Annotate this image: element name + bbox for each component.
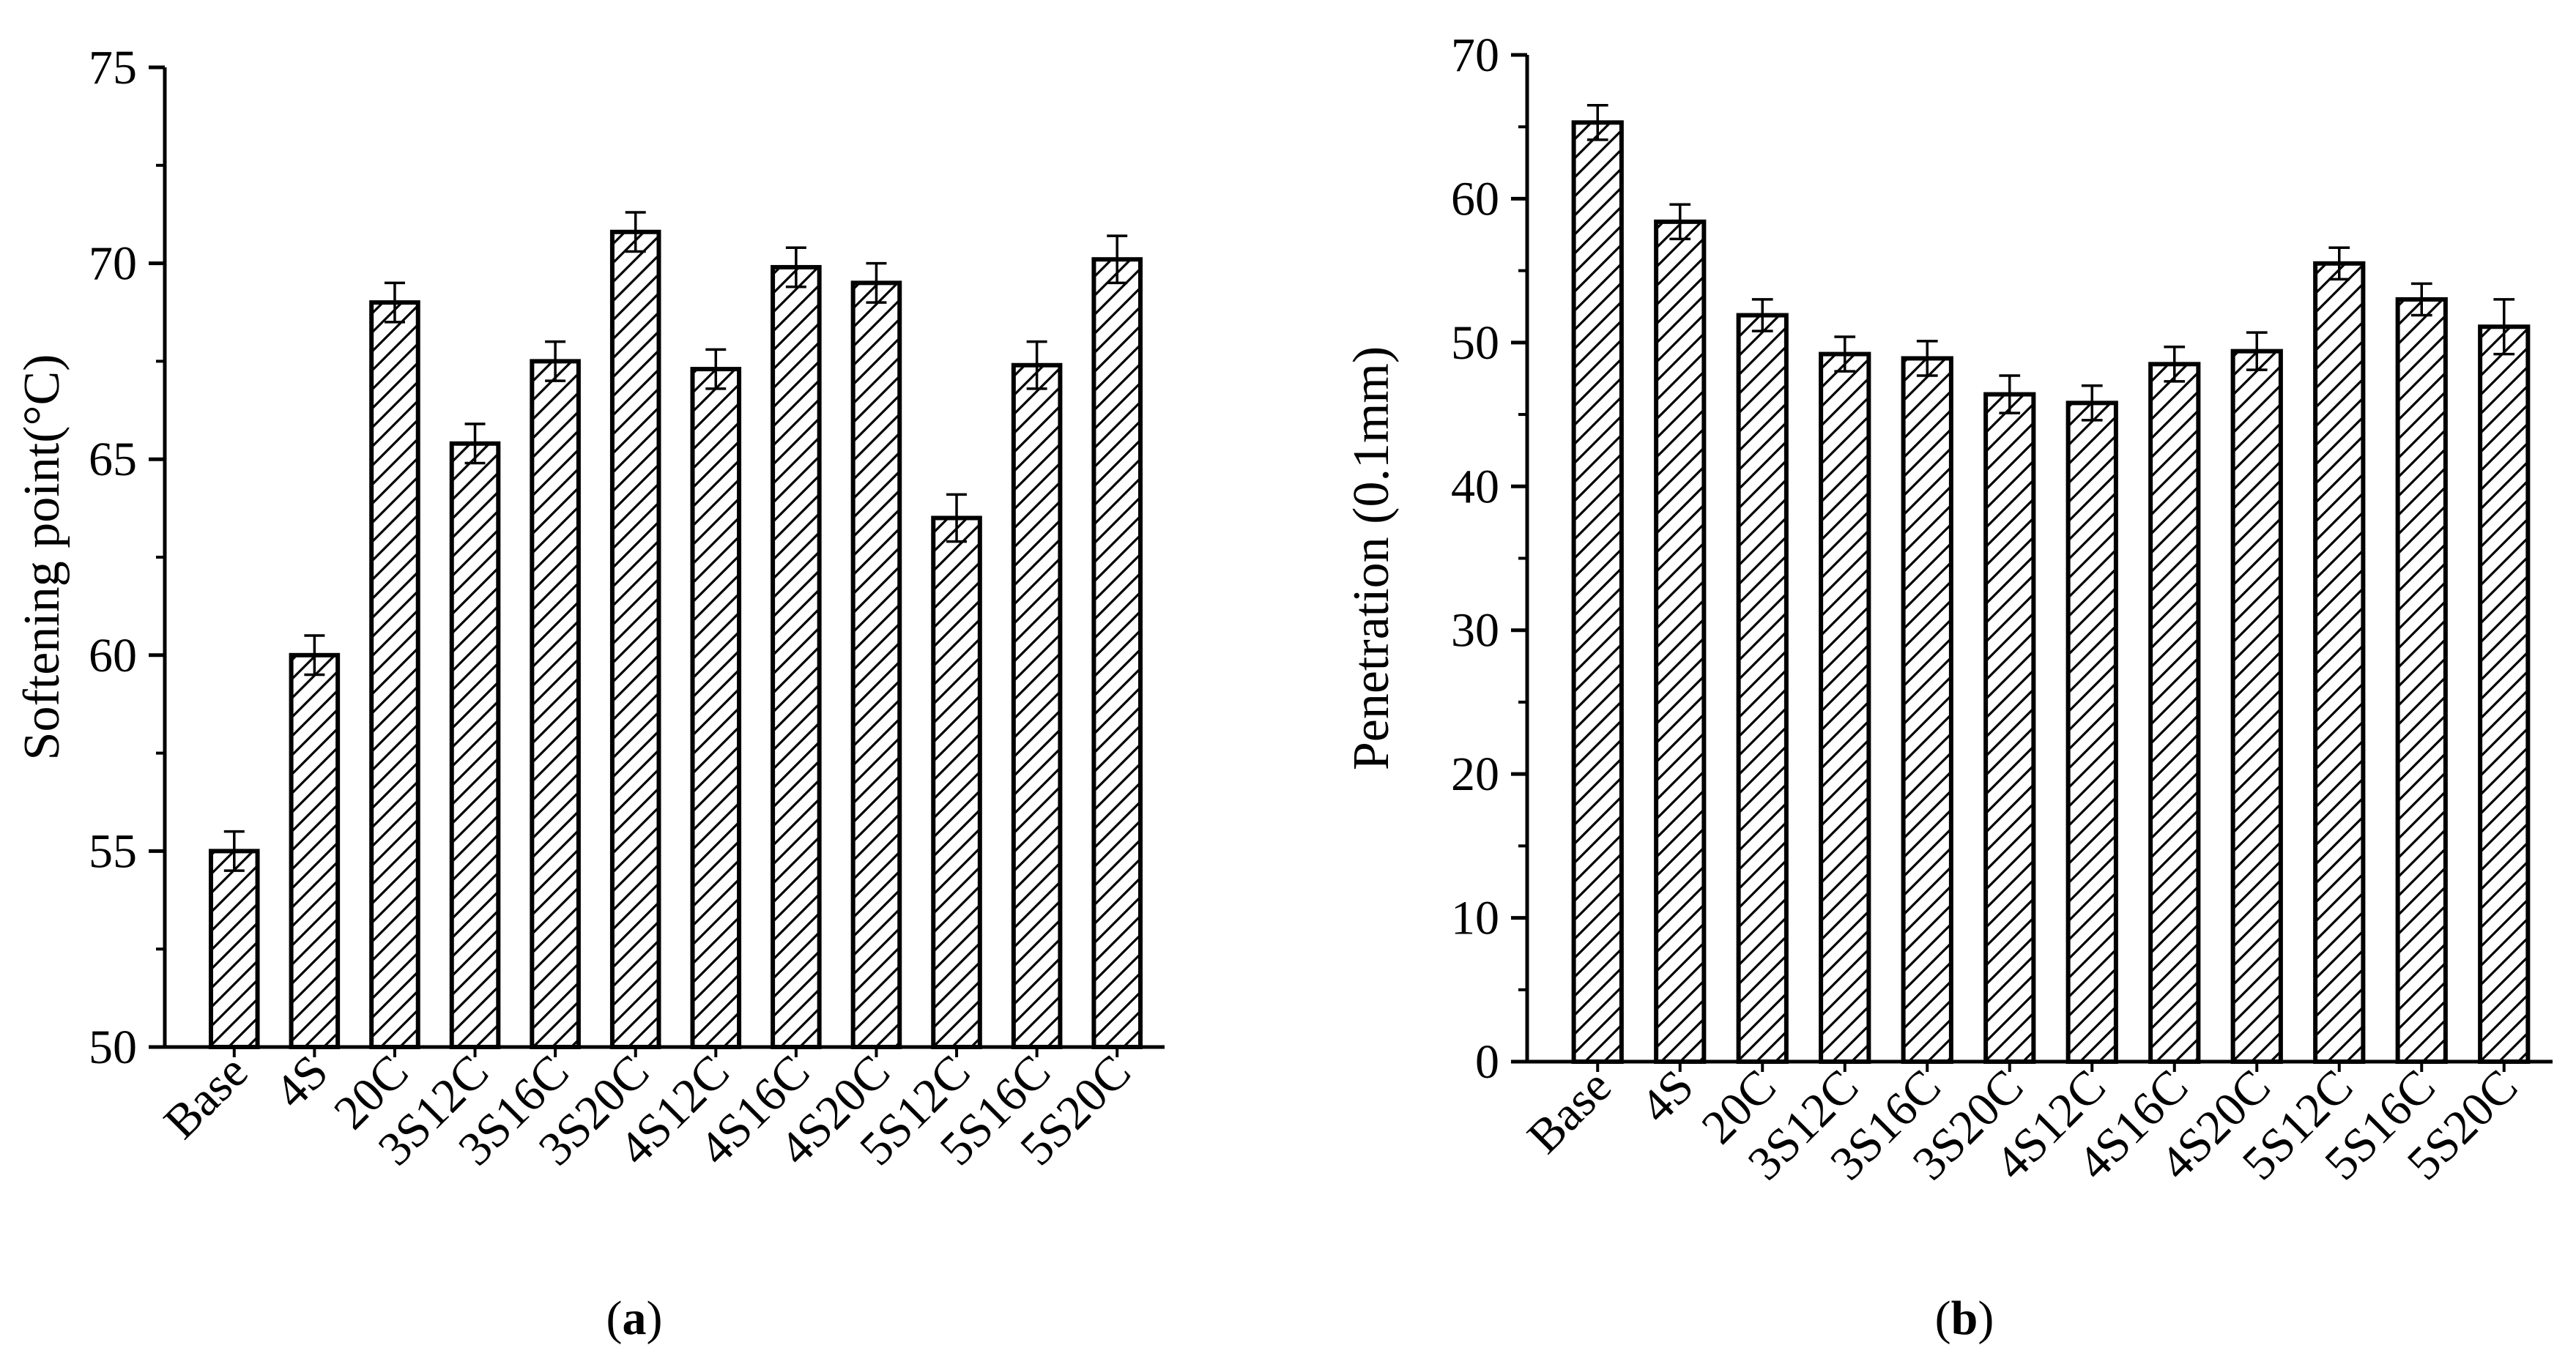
bar-5S12C — [2313, 261, 2366, 1065]
y-tick-label: 50 — [1451, 316, 1499, 370]
y-tick-label: 55 — [89, 824, 137, 878]
bar-3S20C — [1983, 392, 2036, 1064]
bar-3S20C — [609, 229, 661, 1049]
y-tick-label: 65 — [89, 433, 137, 486]
bar-5S20C — [2478, 324, 2531, 1064]
bar-4S — [289, 652, 341, 1049]
bar-5S12C — [931, 515, 982, 1049]
panel-b-caption: (b) — [1935, 1292, 1994, 1345]
panel-a-caption: (a) — [606, 1292, 663, 1345]
y-tick-label: 30 — [1451, 604, 1499, 657]
x-tick-label: Base — [154, 1045, 258, 1149]
bar-3S16C — [1901, 356, 1953, 1064]
bar-4S20C — [850, 280, 902, 1049]
y-tick-label: 40 — [1451, 460, 1499, 513]
bar-4S12C — [690, 367, 742, 1049]
y-tick-label: 0 — [1475, 1035, 1499, 1089]
bar-Base — [1571, 120, 1624, 1065]
x-tick-label: Base — [1518, 1059, 1622, 1163]
y-axis-title: Softening point(°C) — [14, 354, 70, 761]
x-tick-label: 4S — [264, 1045, 338, 1119]
bar-4S12C — [2065, 401, 2118, 1064]
y-tick-label: 70 — [1451, 29, 1499, 82]
bar-4S16C — [2148, 362, 2201, 1065]
y-tick-label: 10 — [1451, 892, 1499, 945]
bar-4S — [1654, 219, 1707, 1064]
y-tick-label: 50 — [89, 1021, 137, 1074]
y-axis-title: Penetration (0.1mm) — [1343, 346, 1400, 770]
chart-b: 0 10 20 30 40 50 60 70 Penetration (0.1mm) Base 4S… — [1343, 29, 2553, 1191]
bar-5S20C — [1091, 257, 1143, 1049]
bar-20C — [1736, 313, 1789, 1064]
panel-b-letter: b — [1951, 1292, 1978, 1345]
y-tick-label: 70 — [89, 237, 137, 291]
bar-5S16C — [1011, 362, 1063, 1049]
bar-20C — [369, 300, 420, 1049]
bar-4S16C — [771, 264, 822, 1049]
bar-3S12C — [1819, 351, 1871, 1065]
bar-4S20C — [2230, 349, 2283, 1064]
bar-Base — [209, 849, 260, 1050]
y-tick-label: 60 — [1451, 172, 1499, 226]
y-tick-label: 20 — [1451, 748, 1499, 801]
bar-3S16C — [530, 359, 581, 1049]
y-tick-label: 75 — [89, 41, 137, 94]
y-tick-label: 60 — [89, 629, 137, 682]
panel-a-letter: a — [623, 1292, 647, 1345]
bar-3S12C — [449, 441, 501, 1049]
bar-5S16C — [2395, 297, 2448, 1064]
x-tick-label: 4S — [1630, 1059, 1704, 1133]
